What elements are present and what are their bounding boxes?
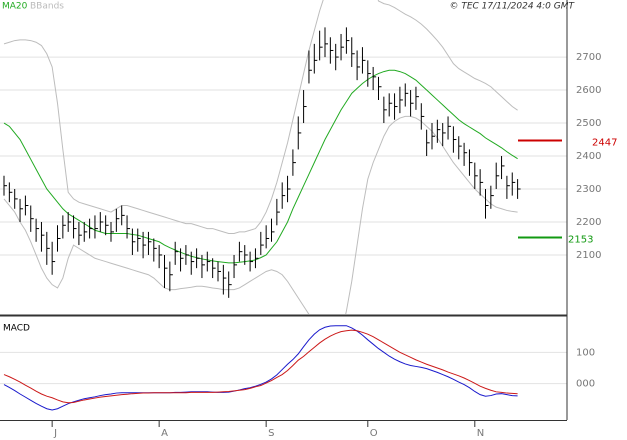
x-tick-label: N	[477, 428, 484, 439]
source: © TEC 17/11/2024 4:0 GMT	[449, 2, 575, 12]
y-tick-label: 2300	[576, 184, 601, 195]
y-tick-label: 2600	[576, 85, 601, 96]
y-tick-label: 2100	[576, 250, 601, 261]
x-tick-label: O	[370, 428, 378, 439]
indicator-line	[3, 325, 518, 411]
grid	[0, 56, 567, 385]
band-line	[3, 0, 518, 235]
y-tick-label: 2400	[576, 151, 601, 162]
level-label: 2447	[592, 138, 617, 149]
x-tick-label: A	[161, 428, 168, 439]
y-tick-label: 2500	[576, 118, 601, 129]
x-tick-label: S	[268, 428, 274, 439]
band-line	[3, 115, 518, 314]
macd-panel	[3, 325, 518, 411]
y-tick-label: 2200	[576, 217, 601, 228]
panel-title: MACD	[3, 324, 30, 334]
price-panel	[3, 0, 521, 314]
legend-entry: BBands	[30, 2, 64, 12]
y-tick-label: 100	[576, 347, 595, 358]
legend-entry: MA20	[2, 2, 28, 12]
y-tick-label: 000	[576, 379, 595, 390]
level-label: 2153	[568, 234, 593, 245]
indicator-line	[3, 329, 518, 404]
x-tick-label: J	[53, 428, 57, 439]
y-tick-label: 2700	[576, 52, 601, 63]
